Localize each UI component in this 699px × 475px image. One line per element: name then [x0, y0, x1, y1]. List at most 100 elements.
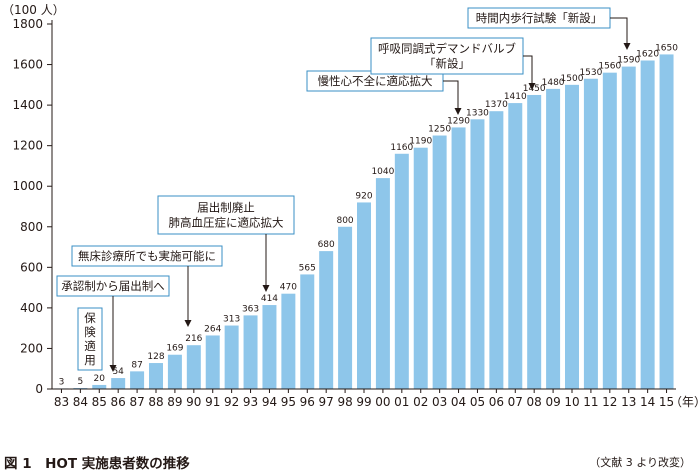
x-tick-label-97: 97	[319, 395, 334, 409]
arrow-head-icon	[184, 320, 192, 327]
data-label-07: 1410	[504, 92, 527, 102]
x-tick-label-10: 10	[564, 395, 579, 409]
annotation-text: 呼吸同調式デマンドバルブ	[378, 42, 516, 56]
y-tick-label: 1000	[12, 179, 43, 193]
x-tick-label-87: 87	[129, 395, 144, 409]
x-tick-label-99: 99	[356, 395, 371, 409]
bar-88	[149, 363, 163, 389]
y-tick-label: 1400	[12, 98, 43, 112]
y-tick-label: 0	[35, 382, 43, 396]
data-label-87: 87	[131, 360, 142, 370]
bar-01	[394, 153, 409, 389]
y-tick-label: 200	[20, 341, 43, 355]
x-tick-label-08: 08	[527, 395, 542, 409]
annotation-box	[157, 195, 295, 235]
bar-13	[621, 66, 636, 389]
bar-85	[92, 384, 107, 389]
y-tick-label: 800	[20, 220, 43, 234]
y-tick-label: 1600	[12, 58, 43, 72]
annotation-text: 慢性心不全に適応拡大	[318, 74, 433, 88]
y-axis-ticks: 0 200 400 600 800 1000 1200 1400 1600 1800	[12, 17, 52, 396]
bar-97	[319, 251, 334, 389]
x-tick-label-01: 01	[394, 395, 409, 409]
annotation-text: 承認制から届出制へ	[61, 279, 165, 293]
annotation-mansei: 慢性心不全に適応拡大	[306, 70, 462, 115]
bar-92	[224, 325, 239, 389]
annotation-text: 無床診療所でも実施可能に	[78, 249, 216, 263]
x-tick-label-06: 06	[489, 395, 504, 409]
data-label-93: 363	[242, 304, 259, 314]
bar-84	[73, 387, 88, 389]
bar-03	[432, 135, 447, 389]
bar-07	[508, 103, 523, 389]
annotation-box	[77, 307, 103, 371]
annotation-text: 「新設」	[424, 57, 470, 71]
data-label-89: 169	[166, 344, 183, 354]
bar-95	[281, 293, 296, 389]
x-tick-label-05: 05	[470, 395, 485, 409]
x-tick-label-14: 14	[640, 395, 655, 409]
data-label-10: 1500	[561, 74, 584, 84]
data-label-12: 1560	[598, 62, 621, 72]
bar-87	[130, 371, 145, 389]
data-label-96: 565	[299, 263, 316, 273]
data-label-83: 3	[59, 377, 65, 387]
data-label-02: 1190	[409, 137, 432, 147]
data-label-00: 1040	[371, 167, 394, 177]
bar-96	[300, 274, 315, 389]
figure-title: 図 1 HOT 実施患者数の推移	[4, 456, 190, 472]
annotation-text: 届出制廃止	[197, 201, 255, 215]
bar-11	[583, 78, 598, 389]
data-label-85: 20	[94, 374, 106, 384]
bar-10	[565, 84, 579, 389]
annotation-text: 保	[84, 311, 96, 325]
annotation-text: 用	[84, 353, 96, 367]
data-label-98: 800	[336, 216, 353, 226]
bar-90	[186, 345, 201, 389]
arrow-head-icon	[454, 108, 462, 115]
bar-86	[111, 378, 126, 389]
annotation-text: 険	[84, 325, 96, 339]
x-tick-label-83: 83	[54, 395, 69, 409]
y-tick-label: 1200	[12, 139, 43, 153]
annotation-kokyuu: 呼吸同調式デマンドバルブ「新設」	[370, 37, 536, 90]
x-tick-label-12: 12	[602, 395, 617, 409]
bar-14	[640, 60, 655, 389]
data-label-97: 680	[318, 240, 335, 250]
y-axis-label: （100 人）	[2, 3, 65, 17]
data-label-95: 470	[280, 283, 297, 293]
bar-93	[243, 315, 258, 389]
data-label-94: 414	[261, 294, 278, 304]
arrow-head-icon	[623, 43, 631, 50]
x-tick-label-04: 04	[451, 395, 466, 409]
x-tick-label-15: 15	[659, 395, 674, 409]
data-label-91: 264	[204, 324, 221, 334]
bar-94	[262, 305, 277, 389]
annotation-leader	[523, 55, 533, 84]
figure-footer: 図 1 HOT 実施患者数の推移 （文献 3 より改変）	[0, 452, 699, 472]
bar-15	[659, 54, 674, 390]
bar-04	[451, 127, 466, 390]
x-tick-label-11: 11	[583, 395, 598, 409]
annotation-jikan: 時間内歩行試験「新設」	[467, 7, 631, 50]
annotation-text: 適	[84, 339, 96, 353]
x-tick-label-00: 00	[375, 395, 390, 409]
data-label-11: 1530	[579, 68, 602, 78]
bars	[54, 54, 674, 390]
bar-09	[546, 88, 561, 389]
data-label-99: 920	[355, 191, 372, 201]
x-tick-label-94: 94	[262, 395, 277, 409]
x-axis-unit: （年）	[670, 395, 699, 409]
annotation-mushou: 無床診療所でも実施可能に	[71, 245, 223, 327]
data-label-03: 1250	[428, 125, 451, 135]
y-tick-label: 600	[20, 260, 43, 274]
data-label-84: 5	[77, 377, 83, 387]
arrow-head-icon	[109, 365, 117, 372]
annotation-shonin: 承認制から届出制へ	[56, 275, 170, 372]
annotation-box	[370, 37, 524, 75]
x-tick-label-92: 92	[224, 395, 239, 409]
data-label-15: 1650	[655, 43, 678, 53]
